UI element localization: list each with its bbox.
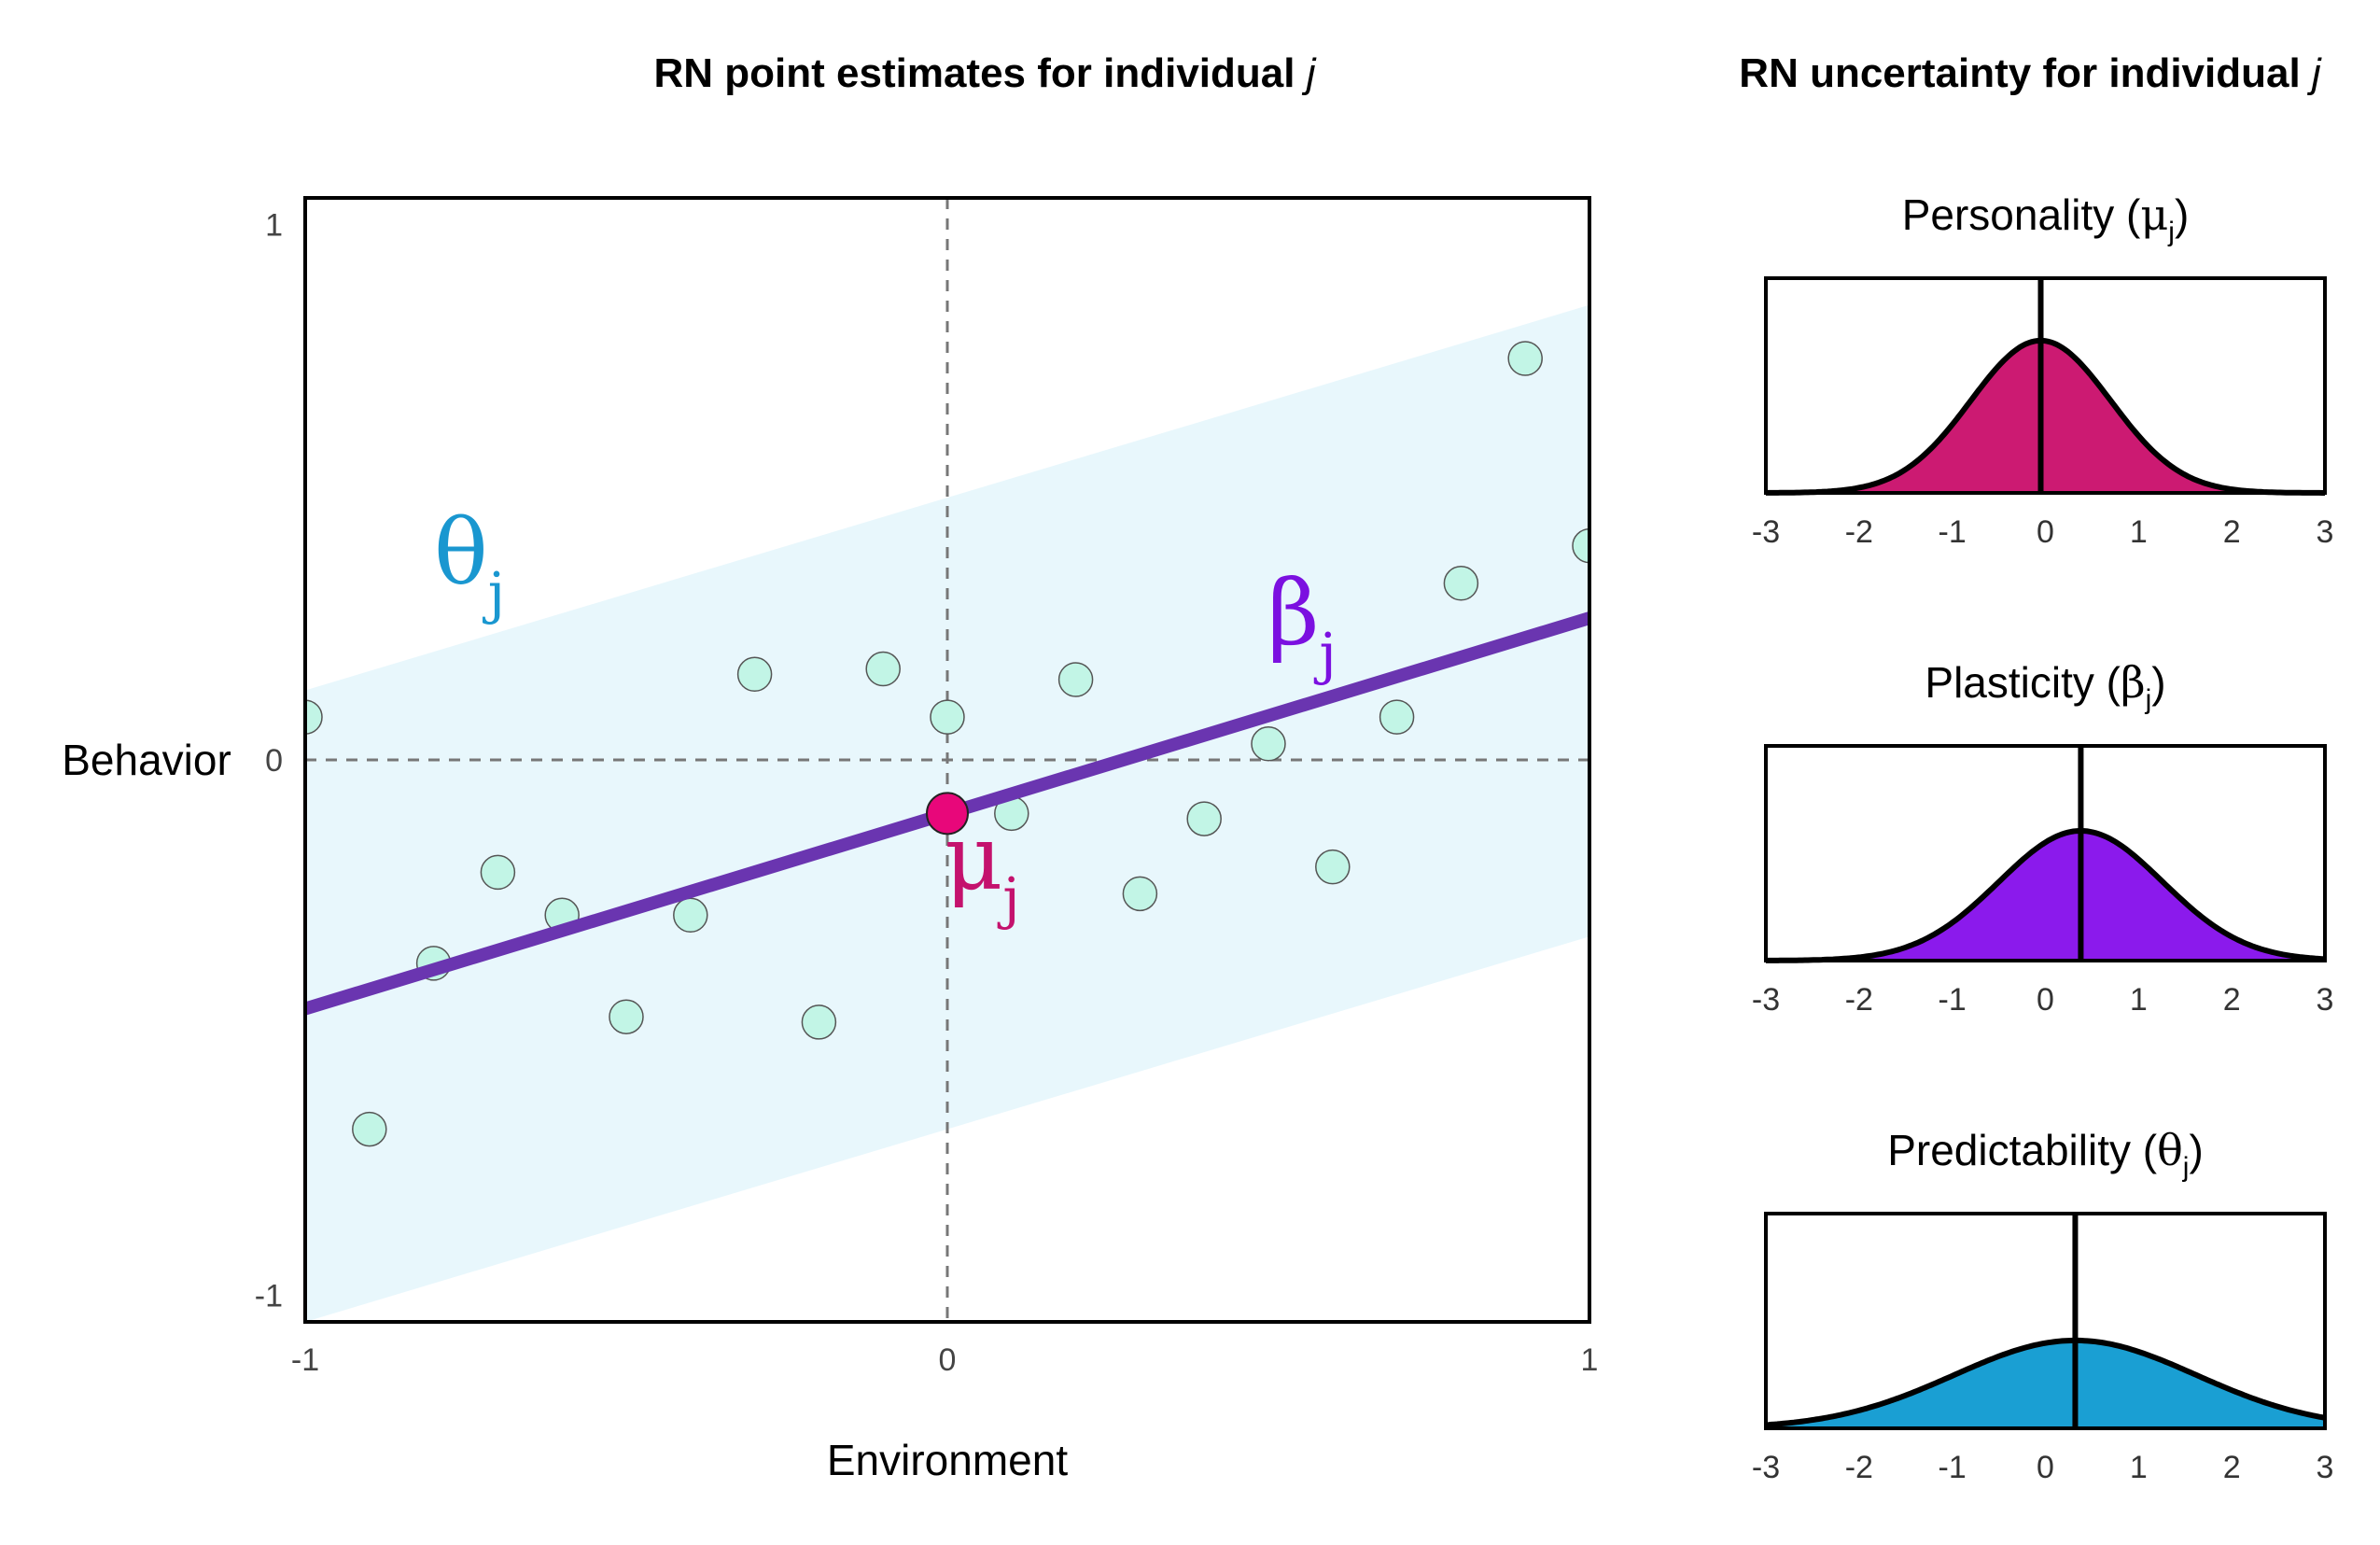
data-point-1: [352, 1111, 387, 1147]
main-plot-frame: [303, 196, 1591, 1324]
density-x-tick-label: 1: [2130, 1450, 2148, 1485]
data-point-15: [1251, 726, 1286, 762]
density-x-tick-label: -3: [1752, 514, 1780, 550]
data-point-6: [673, 897, 708, 934]
main-plot: -1 0 1 1 0 -1 θj βj μj: [255, 196, 1599, 1378]
data-point-12: [1057, 662, 1094, 697]
y-axis-label: Behavior: [62, 736, 231, 784]
density-x-tick-label: 0: [2037, 982, 2054, 1018]
density-x-tick-label: 2: [2223, 982, 2241, 1018]
density-x-tick-label: 3: [2317, 982, 2334, 1018]
density-x-tick-label: -1: [1939, 514, 1967, 550]
personality-point: [926, 792, 969, 836]
density-panel-plasticity: Plasticity (βj) -3 -2 -1 0 1 2 3: [1752, 657, 2334, 1018]
density-panel-personality: Personality (μj) -3 -2 -1 0 1 2 3: [1752, 190, 2334, 550]
density-curve: [1765, 1337, 2326, 1428]
density-x-tick-label: -1: [1939, 982, 1967, 1018]
x-tick-label: 0: [939, 1342, 957, 1378]
density-curve: [1766, 337, 2325, 496]
mu-label: μj: [945, 806, 1020, 932]
density-x-tick-label: 2: [2223, 514, 2241, 550]
x-tick-label: 1: [1581, 1342, 1599, 1378]
density-area: [1766, 1340, 2325, 1428]
data-point-19: [1507, 341, 1543, 376]
theta-label: θj: [434, 500, 505, 626]
data-point-13: [1122, 876, 1158, 912]
density-panel-predictability: Predictability (θj) -3 -2 -1 0 1 2 3: [1752, 1125, 2334, 1485]
density-x-tick-label: 2: [2223, 1450, 2241, 1485]
data-point-9: [865, 651, 901, 687]
density-x-tick-label: -2: [1845, 514, 1873, 550]
y-tick-label: -1: [255, 1278, 283, 1313]
density-panel-title: Personality (μj): [1902, 190, 2190, 247]
density-x-tick-label: 0: [2037, 514, 2054, 550]
data-point-0: [305, 699, 323, 735]
data-point-17: [1379, 699, 1415, 735]
y-tick-label: 0: [265, 743, 283, 779]
density-x-tick-label: -3: [1752, 982, 1780, 1018]
density-x-tick-label: 3: [2317, 514, 2334, 550]
x-axis-label: Environment: [827, 1436, 1068, 1484]
density-x-tick-label: 3: [2317, 1450, 2334, 1485]
data-point-8: [801, 1004, 837, 1040]
data-point-14: [1186, 801, 1222, 836]
density-x-tick-label: -3: [1752, 1450, 1780, 1485]
density-panel-frame: [1764, 744, 2327, 962]
density-panel-frame: [1764, 276, 2327, 495]
y-tick-label: 1: [265, 208, 283, 244]
density-panel-title: Predictability (θj): [1887, 1125, 2204, 1183]
beta-label: βj: [1267, 561, 1337, 687]
right-chart-title: RN uncertainty for individual j: [1739, 50, 2322, 96]
density-x-tick-label: 1: [2130, 982, 2148, 1018]
density-x-tick-label: -2: [1845, 982, 1873, 1018]
data-point-18: [1443, 566, 1479, 601]
plot-area: [305, 198, 1589, 1322]
density-panel-title: Plasticity (βj): [1925, 657, 2165, 715]
data-point-7: [736, 656, 773, 693]
left-chart-title: RN point estimates for individual j: [654, 50, 1317, 96]
data-point-3: [480, 854, 516, 891]
density-x-tick-label: -1: [1939, 1450, 1967, 1485]
density-panel-frame: [1764, 1212, 2327, 1430]
x-tick-label: -1: [291, 1342, 319, 1378]
density-x-tick-label: 1: [2130, 514, 2148, 550]
density-x-tick-label: 0: [2037, 1450, 2054, 1485]
density-area: [1766, 831, 2325, 961]
data-point-10: [930, 699, 965, 735]
density-curve: [1766, 828, 2326, 963]
density-area: [1766, 340, 2325, 493]
data-point-5: [609, 999, 644, 1034]
density-x-tick-label: -2: [1845, 1450, 1873, 1485]
data-point-16: [1315, 849, 1351, 885]
data-point-20: [1572, 527, 1589, 564]
